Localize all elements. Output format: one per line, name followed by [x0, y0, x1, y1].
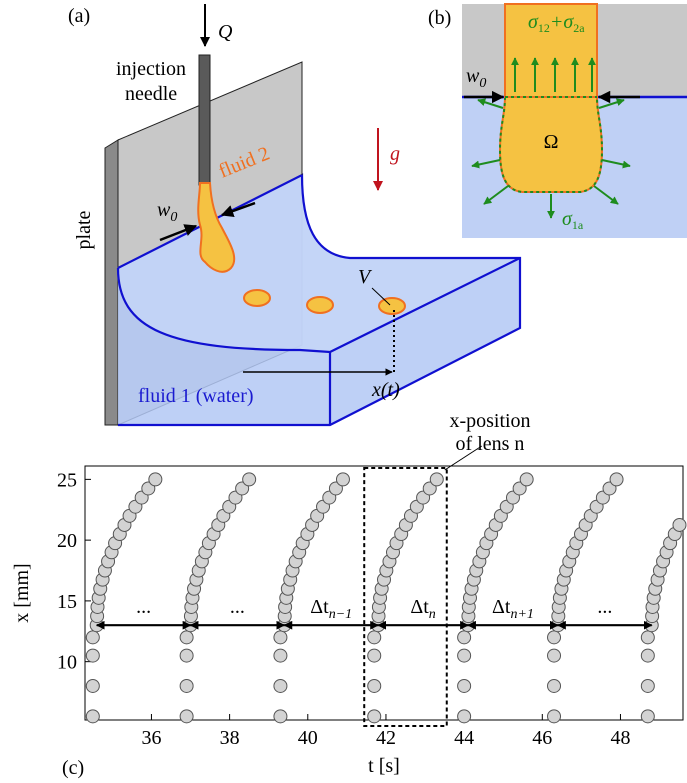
needle: [199, 55, 210, 185]
width-sub: 0: [479, 76, 486, 91]
sub: 1a: [572, 218, 584, 232]
point: [274, 679, 287, 692]
point: [368, 649, 381, 662]
point: [368, 631, 381, 644]
point: [641, 679, 654, 692]
interval-label-main: Δt: [492, 596, 511, 618]
lens: [244, 290, 270, 306]
width-base: w: [157, 199, 171, 221]
panel-a: (a) Q injection needle fluid 2 plate w0 …: [68, 4, 520, 425]
point: [149, 473, 162, 486]
fluid-1-label: fluid 1 (water): [138, 385, 254, 407]
point: [610, 473, 623, 486]
lens: [307, 297, 333, 313]
flow-label: Q: [218, 21, 233, 43]
interval-label: ...: [597, 596, 612, 618]
needle-label: needle: [125, 83, 177, 105]
point: [458, 631, 471, 644]
point: [274, 649, 287, 662]
point: [458, 710, 471, 723]
point: [180, 710, 193, 723]
point: [274, 710, 287, 723]
point: [86, 679, 99, 692]
point: [458, 679, 471, 692]
x-tick-label: 44: [454, 727, 474, 749]
interval-label-main: ...: [230, 596, 245, 618]
width-base: w: [466, 65, 480, 87]
point: [180, 649, 193, 662]
point: [673, 518, 686, 531]
domain-label: Ω: [544, 131, 559, 153]
y-tick-label: 10: [57, 652, 77, 674]
y-tick-label: 20: [57, 530, 77, 552]
point: [86, 649, 99, 662]
x-tick-label: 38: [220, 727, 240, 749]
panel-label: (a): [68, 5, 90, 27]
panel-c: (c) 36 38 40 42 44 46 48 10 15 20 25 t [s] x [mm] x-p…: [11, 410, 686, 779]
y-tick-label: 15: [57, 591, 77, 613]
panel-label: (c): [62, 757, 84, 779]
point: [641, 631, 654, 644]
interval-label: ...: [230, 596, 245, 618]
point: [274, 631, 287, 644]
callout-label: of lens n: [456, 433, 525, 455]
lens: [379, 298, 405, 314]
point: [430, 473, 443, 486]
point: [641, 710, 654, 723]
plate-side: [105, 140, 118, 425]
interval-label-sub: n−1: [329, 607, 352, 622]
position-label: x(t): [371, 379, 400, 401]
gravity-label: g: [390, 143, 400, 165]
x-tick-label: 40: [298, 727, 318, 749]
needle-label: injection: [116, 58, 186, 80]
interval-label-sub: n: [429, 607, 436, 622]
point: [368, 679, 381, 692]
point: [243, 473, 256, 486]
sub: 12: [538, 21, 550, 35]
interval-label-main: ...: [597, 596, 612, 618]
point: [368, 710, 381, 723]
interval-label-main: ...: [136, 596, 151, 618]
callout-label: x-position: [449, 410, 530, 432]
point: [548, 631, 561, 644]
x-tick-label: 36: [141, 727, 161, 749]
sub: 2a: [573, 21, 585, 35]
y-tick-label: 25: [57, 469, 77, 491]
x-tick-label: 42: [376, 727, 396, 749]
point: [548, 710, 561, 723]
point: [548, 679, 561, 692]
interval-label: ...: [136, 596, 151, 618]
interval-label-sub: n+1: [510, 607, 533, 622]
width-sub: 0: [170, 210, 177, 225]
point: [548, 649, 561, 662]
panel-label: (b): [428, 7, 451, 29]
sym: +σ: [550, 11, 574, 33]
point: [86, 710, 99, 723]
interval-label-main: Δt: [310, 596, 329, 618]
figure: (a) Q injection needle fluid 2 plate w0 …: [0, 0, 687, 783]
panel-b: (b) σ12+σ2a w0 Ω σ1a: [428, 4, 687, 238]
x-axis-label: t [s]: [368, 755, 400, 777]
x-tick-label: 48: [610, 727, 630, 749]
point: [520, 473, 533, 486]
point: [180, 679, 193, 692]
x-tick-label: 46: [532, 727, 552, 749]
point: [180, 631, 193, 644]
y-axis-label: x [mm]: [11, 563, 33, 622]
point: [458, 649, 471, 662]
point: [86, 631, 99, 644]
plate-label: plate: [73, 210, 95, 249]
point: [641, 649, 654, 662]
interval-label-main: Δt: [410, 596, 429, 618]
point: [336, 473, 349, 486]
